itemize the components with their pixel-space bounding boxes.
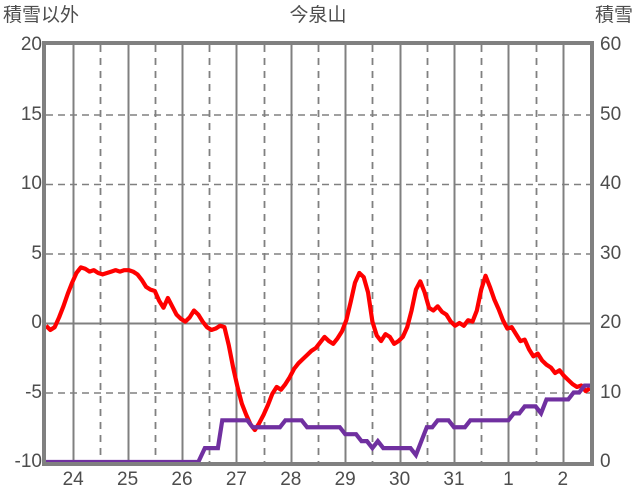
right-axis-tick-label: 20 [600, 312, 622, 333]
x-axis-tick-label: 1 [503, 469, 514, 490]
left-axis-tick-label: -5 [25, 381, 42, 403]
x-axis-tick-label: 26 [171, 469, 193, 490]
page-title: 今泉山 [289, 5, 347, 26]
gridlines [46, 45, 590, 462]
left-axis-tick-label: 20 [20, 34, 42, 55]
right-axis-tick-label: 50 [600, 103, 622, 125]
x-axis-tick-label: 2 [557, 469, 569, 490]
x-axis-tick-label: 27 [225, 469, 247, 490]
right-axis-title: 積雪 [594, 5, 633, 26]
right-axis-tick-label: 30 [600, 242, 622, 264]
plot-area [46, 45, 590, 462]
right-axis-tick-label: 40 [600, 173, 622, 194]
x-axis-tick-label: 31 [443, 469, 465, 490]
x-axis-tick-label: 30 [389, 469, 411, 490]
data-series [46, 265, 590, 462]
left-axis-tick-label: 0 [31, 312, 42, 333]
left-axis-tick-label: 5 [31, 242, 42, 264]
series-line-snow [46, 383, 590, 462]
left-axis-tick-label: 15 [20, 103, 42, 125]
x-axis-tick-label: 25 [117, 469, 139, 490]
x-axis-tick-label: 24 [62, 469, 84, 490]
x-axis-tick-label: 28 [280, 469, 302, 490]
left-axis-title: 積雪以外 [3, 5, 80, 26]
x-axis-tick-label: 29 [334, 469, 356, 490]
chart-canvas [46, 45, 590, 462]
right-axis-tick-label: 10 [600, 381, 622, 403]
left-axis-tick-label: 10 [20, 173, 42, 194]
right-axis-tick-label: 0 [600, 451, 611, 472]
right-axis-tick-label: 60 [600, 34, 622, 55]
left-axis-tick-label: -10 [14, 451, 42, 472]
series-line-temperature [46, 265, 590, 433]
